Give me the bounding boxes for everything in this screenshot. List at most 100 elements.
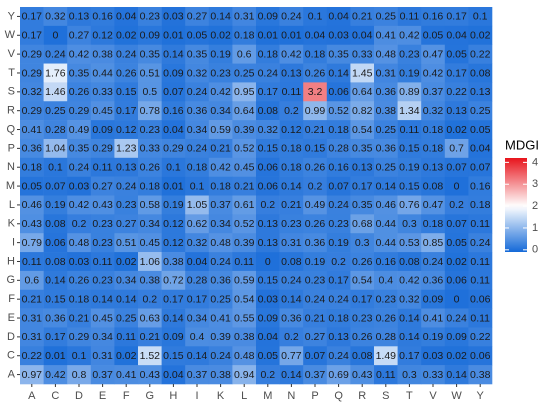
heatmap-cell [90,63,115,83]
cell-label: 0.05 [258,350,279,362]
cell-label: 0.07 [446,162,467,174]
heatmap-cell [114,25,139,45]
heatmap-cell [161,365,186,385]
cell-label: 0.14 [163,312,184,324]
cell-label: 0.2 [331,256,346,268]
cell-label: 0.51 [116,237,137,249]
cell-label: 0.82 [352,105,373,117]
heatmap-cell [256,157,280,177]
cell-label: 0.02 [116,30,137,42]
cell-label: 0.13 [258,237,279,249]
y-tick-label: S [8,86,15,98]
heatmap-cell [256,195,280,215]
cell-label: 0.34 [92,331,113,343]
cell-label: 0 [52,30,58,42]
cell-label: 0.14 [116,293,137,305]
cell-label: 0.24 [187,143,208,155]
cell-label: 0.32 [399,293,420,305]
heatmap-cell [43,25,68,45]
heatmap-cell [279,365,304,385]
heatmap-cell [256,101,280,121]
heatmap-cell [90,233,115,253]
cell-label: 0.24 [423,256,444,268]
cell-label: 0.29 [22,67,43,79]
heatmap-cell [374,120,398,140]
heatmap-cell [161,157,186,177]
heatmap-cell [185,346,210,366]
heatmap-cell [161,7,186,27]
heatmap-cell [20,233,44,253]
cell-label: 0.14 [399,331,420,343]
colorbar-tick-label: 3 [532,178,538,190]
heatmap-cell [232,233,257,253]
cell-label: 0.04 [187,256,208,268]
heatmap-cell [67,195,92,215]
cell-label: 0.23 [92,237,113,249]
heatmap-cell [208,176,233,196]
y-tick-label: W [5,29,16,41]
heatmap-cell [397,270,422,291]
heatmap-cell [444,289,469,309]
cell-label: 0.18 [305,48,326,60]
cell-label: 0.1 [72,350,87,362]
cell-label: 0.38 [92,48,113,60]
heatmap-cell [326,270,351,291]
heatmap-cell [208,138,233,159]
heatmap-cell [20,176,44,196]
cell-label: 0.15 [258,143,279,155]
cell-label: 0.19 [163,199,184,211]
heatmap-cell [350,176,375,196]
cell-label: 0.01 [163,30,184,42]
heatmap-cell [279,214,304,234]
heatmap-cell [67,289,92,309]
heatmap-cell [43,120,68,140]
heatmap-cell [185,176,210,196]
heatmap-cell [20,252,44,272]
heatmap-cell [114,214,139,234]
heatmap-cell [20,101,44,121]
cell-label: 0.38 [163,256,184,268]
cell-label: 0.43 [140,369,161,381]
cell-label: 0.12 [163,237,184,249]
heatmap-cell [67,308,92,328]
cell-label: 0.26 [69,275,90,287]
heatmap-cell [43,157,68,177]
y-tick-label: K [8,218,16,230]
heatmap-cell [303,308,328,328]
heatmap-cell [279,308,304,328]
cell-label: 0.36 [22,143,43,155]
heatmap-cell [161,270,186,291]
cell-label: 0.03 [423,350,444,362]
cell-label: 0.54 [352,124,373,136]
cell-label: 0.24 [116,180,137,192]
heatmap-cell [185,44,210,64]
heatmap-cell [303,138,328,159]
heatmap-cell [43,365,68,385]
x-tick-label: V [429,390,437,402]
heatmap-cell [43,252,68,272]
heatmap-cell [279,327,304,347]
cell-label: 0.18 [140,180,161,192]
cell-label: 1.04 [45,143,66,155]
cell-label: 0.6 [237,48,252,60]
y-tick-label: P [8,142,15,154]
cell-label: 0.29 [92,143,113,155]
heatmap-cell [208,25,233,45]
heatmap-cell [208,214,233,234]
heatmap-cell [90,289,115,309]
x-tick-label: T [406,390,413,402]
heatmap-cell [374,101,398,121]
heatmap-cell [43,176,68,196]
cell-label: 0.23 [376,293,397,305]
y-tick-label: Y [8,10,16,22]
cell-label: 0.09 [446,331,467,343]
cell-label: 0.11 [470,275,490,287]
cell-label: 0.36 [210,275,231,287]
heatmap-cell [444,176,469,196]
cell-label: 0.25 [376,11,397,23]
cell-label: 0.3 [402,369,417,381]
cell-label: 0.52 [328,105,349,117]
colorbar-title: MDGI [505,137,539,152]
heatmap-cell [20,157,44,177]
cell-label: 0.23 [140,11,161,23]
